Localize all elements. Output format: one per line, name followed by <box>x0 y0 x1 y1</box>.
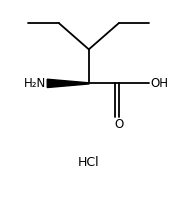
Polygon shape <box>47 79 89 87</box>
Text: O: O <box>115 118 124 131</box>
Text: H₂N: H₂N <box>24 77 46 90</box>
Text: HCl: HCl <box>78 156 100 169</box>
Text: OH: OH <box>150 77 168 90</box>
